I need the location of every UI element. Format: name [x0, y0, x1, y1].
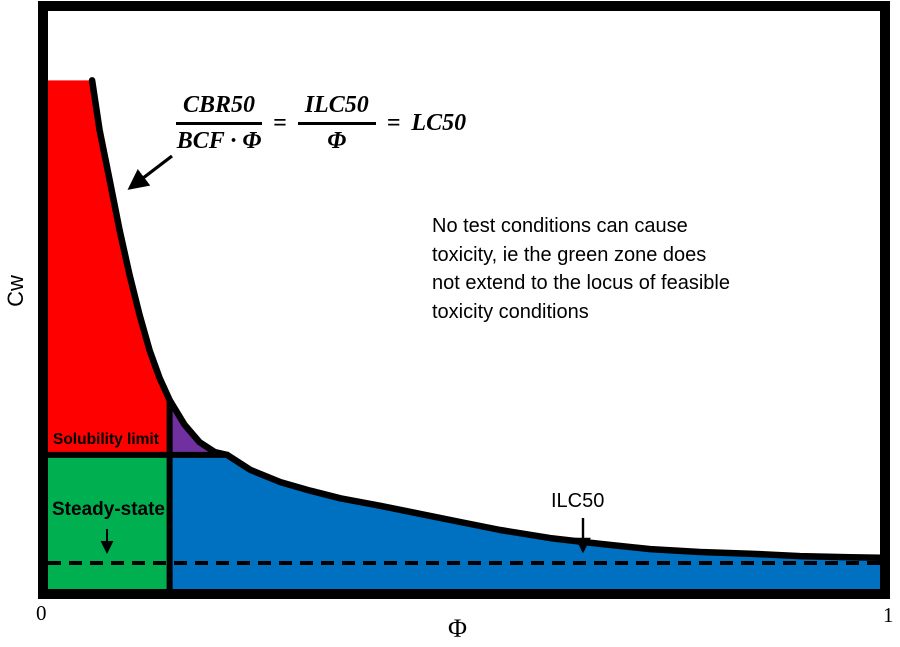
- annotation-line-1: No test conditions can cause: [432, 215, 688, 237]
- annotation-text: No test conditions can cause toxicity, i…: [432, 212, 730, 326]
- formula-arrow: [127, 154, 173, 190]
- formula-frac1-numerator: CBR50: [176, 92, 263, 125]
- steady-state-label: Steady-state: [52, 499, 165, 520]
- x-axis-label: Φ: [448, 614, 468, 643]
- x-tick-0: 0: [36, 601, 47, 625]
- annotation-line-2: toxicity, ie the green zone does: [432, 243, 707, 266]
- annotation-line-4: toxicity conditions: [432, 300, 589, 323]
- region-steady-state: [48, 454, 170, 589]
- formula-fraction-1: CBR50 BCF · Φ: [176, 92, 263, 155]
- plot-frame: [38, 1, 890, 599]
- region-feasible: [169, 454, 882, 589]
- x-tick-1: 1: [883, 603, 894, 627]
- formula-fraction-2: ILC50 Φ: [297, 92, 376, 155]
- solubility-limit-label: Solubility limit: [53, 431, 159, 448]
- annotation-line-3: not extend to the locus of feasible: [432, 272, 730, 294]
- formula-frac2-numerator: ILC50: [297, 92, 376, 125]
- region-above-solubility: [48, 80, 170, 455]
- ilc50-label: ILC50: [551, 490, 605, 512]
- formula-frac2-denominator: Φ: [327, 128, 347, 154]
- formula-equals-2: =: [386, 110, 401, 136]
- lc50-formula: CBR50 BCF · Φ = ILC50 Φ = LC50: [176, 92, 466, 155]
- formula-result: LC50: [411, 110, 467, 136]
- formula-equals-1: =: [273, 110, 287, 136]
- lc50-curve: [88, 77, 885, 562]
- y-axis-label: Cw: [3, 275, 28, 307]
- region-toxic-triangle: [169, 400, 228, 455]
- formula-frac1-denominator: BCF · Φ: [176, 128, 262, 154]
